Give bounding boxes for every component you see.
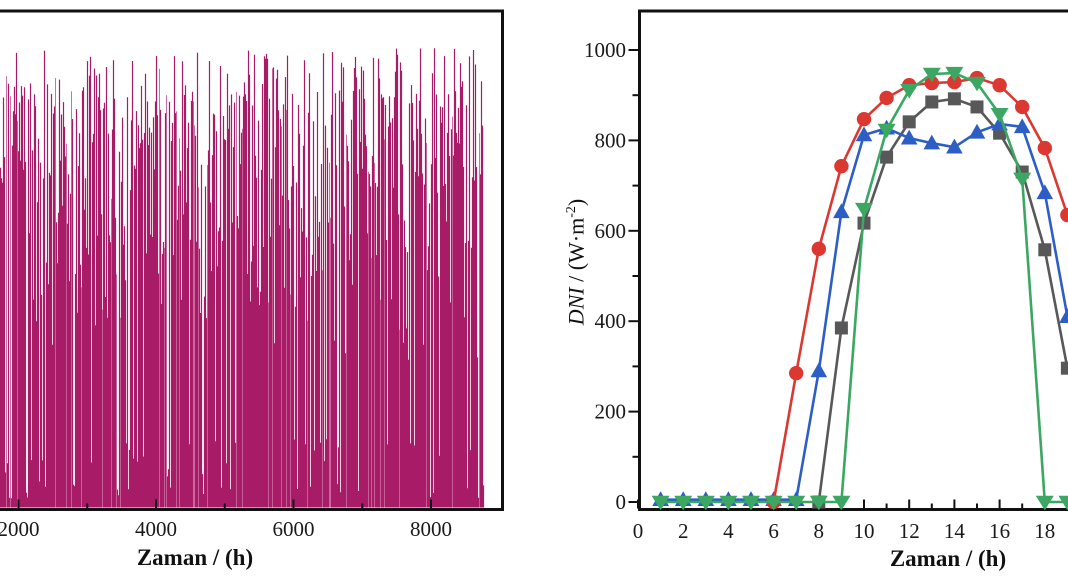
tick-label: 8: [814, 519, 825, 543]
tick-label: 400: [595, 309, 627, 333]
tick-label: 0: [616, 490, 627, 514]
series-blue-up-triangles: [652, 115, 1068, 507]
ylabel-unit-open: / (W·m: [563, 217, 589, 288]
tick-label: 12: [899, 519, 920, 543]
tick-label: 4: [723, 519, 734, 543]
ylabel-unit-close: ): [563, 198, 589, 207]
right-xaxis-title: Zaman / (h): [889, 546, 1007, 571]
tick-label: 1000: [584, 38, 626, 62]
tick-label: 18: [1034, 519, 1055, 543]
tick-label: 16: [989, 519, 1010, 543]
bar-columns-light: [6, 68, 480, 508]
tick-label: 10: [854, 519, 875, 543]
tick-label: 6000: [273, 517, 315, 541]
right-yaxis-title: DNI / (W·m-2): [557, 147, 589, 377]
ylabel-exponent: -2: [564, 206, 579, 218]
tick-label: 2: [678, 519, 689, 543]
tick-label: 600: [595, 219, 627, 243]
left-xaxis-title: Zaman / (h): [136, 545, 254, 570]
bar-columns: [0, 48, 485, 508]
tick-label: 6: [768, 519, 779, 543]
tick-label: 8000: [410, 517, 452, 541]
tick-label: 200: [595, 400, 627, 424]
tick-label: 0: [633, 519, 644, 543]
tick-label: 800: [595, 128, 627, 152]
tick-label: 2000: [0, 517, 40, 541]
series-green-down-triangles: [651, 66, 1068, 511]
tick-label: 14: [944, 519, 966, 543]
series-red-circles: [766, 70, 1068, 510]
tick-label: 4000: [135, 517, 177, 541]
ylabel-quantity: DNI: [563, 287, 589, 326]
